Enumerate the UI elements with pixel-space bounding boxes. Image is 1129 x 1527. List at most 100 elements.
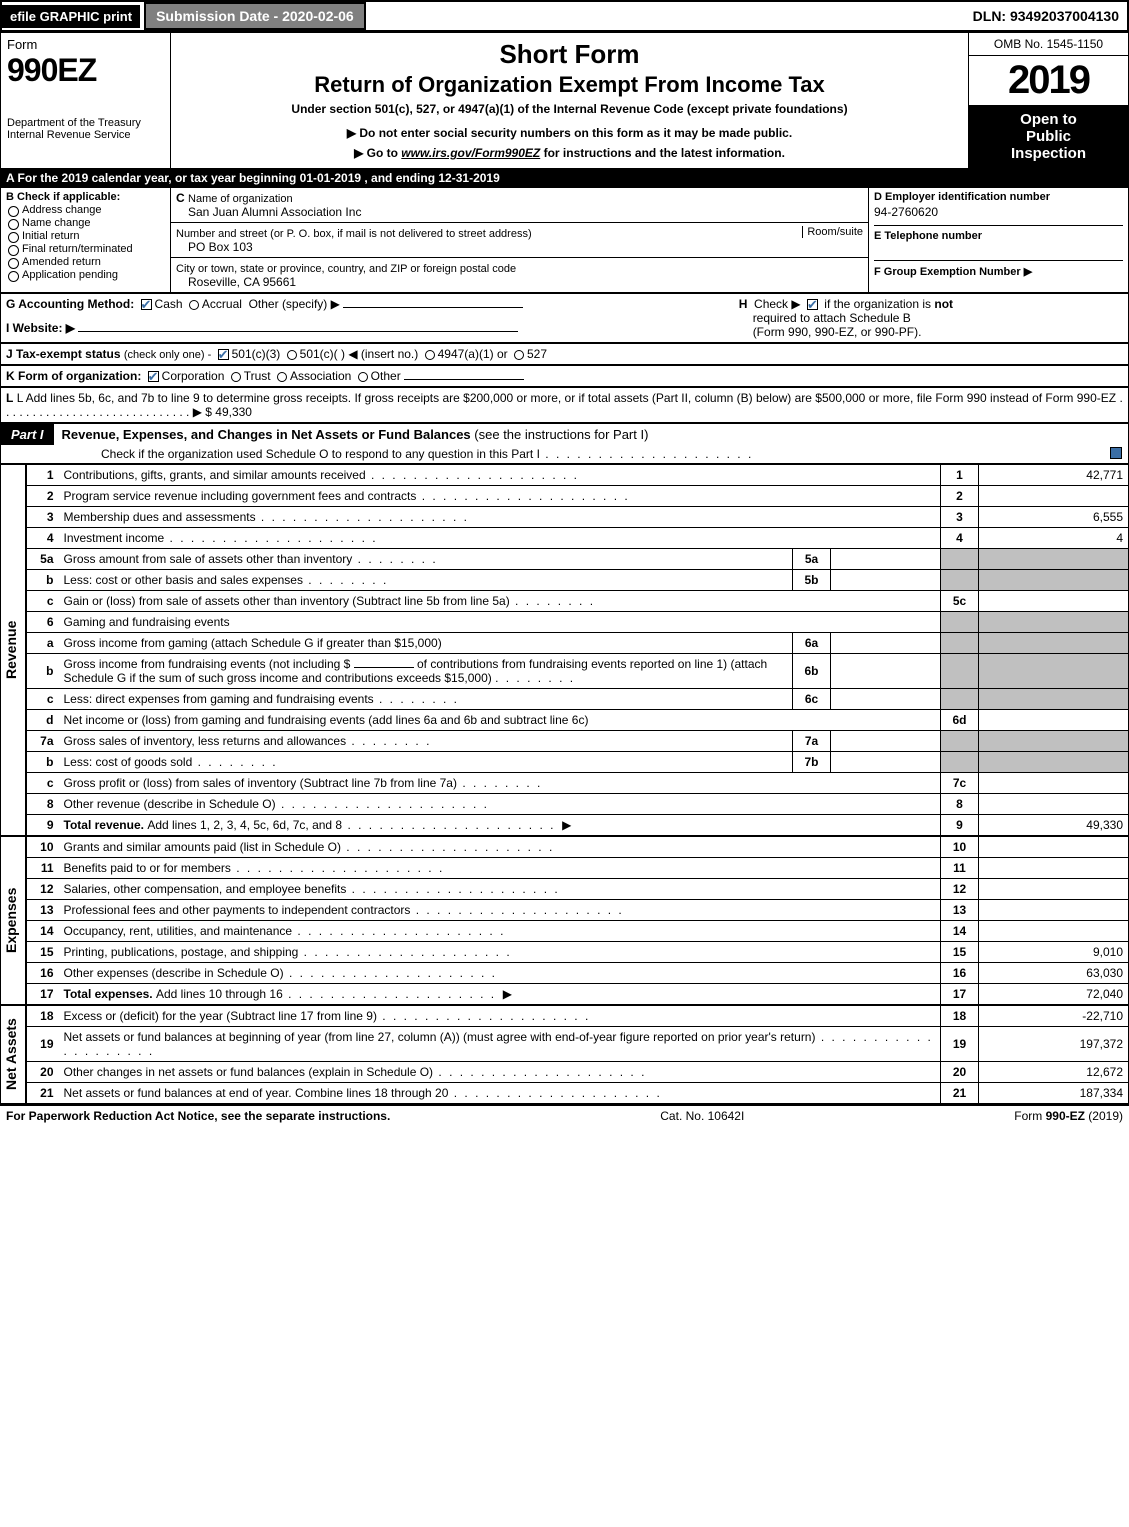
l19-desc: Net assets or fund balances at beginning… <box>59 1027 941 1062</box>
l11-amount <box>979 858 1129 879</box>
l9-amount: 49,330 <box>979 815 1129 836</box>
title-short-form: Short Form <box>177 39 962 70</box>
l7a-sn: 7a <box>793 731 831 752</box>
section-b-cell: B Check if applicable: Address change Na… <box>1 188 171 293</box>
l2-amount <box>979 486 1129 507</box>
row-l-table: L L Add lines 5b, 6c, and 7b to line 9 t… <box>0 387 1129 423</box>
chk-amended-return[interactable]: Amended return <box>8 256 165 268</box>
opt-other: Other (specify) ▶ <box>249 297 340 311</box>
line-5c: c Gain or (loss) from sale of assets oth… <box>27 591 1129 612</box>
line-7b: b Less: cost of goods sold 7b <box>27 752 1129 773</box>
l7b-sv <box>831 752 941 773</box>
top-bar: efile GRAPHIC print Submission Date - 20… <box>0 0 1129 32</box>
l9-t1: Total revenue. <box>64 818 148 832</box>
submission-date-label: Submission Date - 2020-02-06 <box>144 2 366 30</box>
chk-schedule-o-part1[interactable] <box>1110 447 1122 459</box>
opt-accrual: Accrual <box>202 297 242 311</box>
website-line[interactable] <box>78 331 518 332</box>
opt-527: 527 <box>527 347 547 361</box>
opt-association: Association <box>290 369 351 383</box>
l6b-t1: Gross income from fundraising events (no… <box>64 657 351 671</box>
row-j-label: J Tax-exempt status <box>6 347 121 361</box>
other-specify-line[interactable] <box>343 307 523 308</box>
org-name: San Juan Alumni Association Inc <box>176 205 361 219</box>
line-14: 14 Occupancy, rent, utilities, and maint… <box>27 921 1129 942</box>
l3-ln: 3 <box>941 507 979 528</box>
row-j-note: (check only one) - <box>124 349 211 361</box>
line-8: 8 Other revenue (describe in Schedule O)… <box>27 794 1129 815</box>
chk-address-change[interactable]: Address change <box>8 204 165 216</box>
dept-line1: Department of the Treasury <box>7 117 141 129</box>
row-j-table: J Tax-exempt status (check only one) - 5… <box>0 343 1129 365</box>
row-k-cell: K Form of organization: Corporation Trus… <box>1 366 1129 387</box>
l8-desc: Other revenue (describe in Schedule O) <box>59 794 941 815</box>
inspection-l3: Inspection <box>1011 145 1086 162</box>
side-label-expenses: Expenses <box>0 836 26 1005</box>
l5b-num: b <box>27 570 59 591</box>
part1-subtitle: (see the instructions for Part I) <box>474 427 648 442</box>
l5c-desc: Gain or (loss) from sale of assets other… <box>59 591 941 612</box>
name-of-org-label: Name of organization <box>188 193 293 205</box>
l7a-amount <box>979 731 1129 752</box>
l6b-sv <box>831 654 941 689</box>
efile-print-label[interactable]: efile GRAPHIC print <box>2 5 140 28</box>
line-12: 12 Salaries, other compensation, and emp… <box>27 879 1129 900</box>
l20-ln: 20 <box>941 1062 979 1083</box>
l6-amount <box>979 612 1129 633</box>
l7a-desc: Gross sales of inventory, less returns a… <box>59 731 793 752</box>
chk-trust[interactable] <box>231 372 241 382</box>
l10-desc: Grants and similar amounts paid (list in… <box>59 837 941 858</box>
l6a-amount <box>979 633 1129 654</box>
chk-not-required-schedule-b[interactable] <box>807 299 818 310</box>
lines-grid: Revenue 1 Contributions, gifts, grants, … <box>0 464 1129 1104</box>
opt-501c3: 501(c)(3) <box>232 347 281 361</box>
footer-center: Cat. No. 10642I <box>660 1109 744 1123</box>
room-suite-label: Room/suite <box>802 226 863 238</box>
l6a-num: a <box>27 633 59 654</box>
chk-527[interactable] <box>514 350 524 360</box>
l6c-ln <box>941 689 979 710</box>
chk-final-return[interactable]: Final return/terminated <box>8 243 165 255</box>
chk-other-org[interactable] <box>358 372 368 382</box>
l7a-sv <box>831 731 941 752</box>
l6c-desc: Less: direct expenses from gaming and fu… <box>59 689 793 710</box>
chk-corporation[interactable] <box>148 371 159 382</box>
chk-4947a1[interactable] <box>425 350 435 360</box>
l6a-ln <box>941 633 979 654</box>
l5b-ln <box>941 570 979 591</box>
l16-amount: 63,030 <box>979 963 1129 984</box>
chk-cash[interactable] <box>141 299 152 310</box>
l2-ln: 2 <box>941 486 979 507</box>
chk-application-pending[interactable]: Application pending <box>8 269 165 281</box>
note-goto: ▶ Go to www.irs.gov/Form990EZ for instru… <box>177 146 962 160</box>
inspection-l2: Public <box>1026 128 1071 145</box>
l15-amount: 9,010 <box>979 942 1129 963</box>
l6b-blank[interactable] <box>354 667 414 668</box>
chk-name-change[interactable]: Name change <box>8 217 165 229</box>
note-goto-suffix: for instructions and the latest informat… <box>540 146 785 160</box>
chk-association[interactable] <box>277 372 287 382</box>
opt-4947a1: 4947(a)(1) or <box>438 347 508 361</box>
l9-desc: Total revenue. Add lines 1, 2, 3, 4, 5c,… <box>59 815 941 836</box>
line-20: 20 Other changes in net assets or fund b… <box>27 1062 1129 1083</box>
chk-501c[interactable] <box>287 350 297 360</box>
l6-desc: Gaming and fundraising events <box>59 612 941 633</box>
gh-table: G Accounting Method: Cash Accrual Other … <box>0 293 1129 343</box>
l5a-sn: 5a <box>793 549 831 570</box>
chk-initial-return[interactable]: Initial return <box>8 230 165 242</box>
line-7a: 7a Gross sales of inventory, less return… <box>27 731 1129 752</box>
l10-num: 10 <box>27 837 59 858</box>
l7c-amount <box>979 773 1129 794</box>
l12-amount <box>979 879 1129 900</box>
l11-desc: Benefits paid to or for members <box>59 858 941 879</box>
chk-accrual[interactable] <box>189 300 199 310</box>
l9-t2: Add lines 1, 2, 3, 4, 5c, 6d, 7c, and 8 <box>147 818 555 832</box>
other-org-line[interactable] <box>404 379 524 380</box>
chk-501c3[interactable] <box>218 349 229 360</box>
irs-link[interactable]: www.irs.gov/Form990EZ <box>401 146 540 160</box>
l7c-desc: Gross profit or (loss) from sales of inv… <box>59 773 941 794</box>
l7c-ln: 7c <box>941 773 979 794</box>
line-5a: 5a Gross amount from sale of assets othe… <box>27 549 1129 570</box>
l15-num: 15 <box>27 942 59 963</box>
part1-header-cell: Part I Revenue, Expenses, and Changes in… <box>1 424 1129 464</box>
